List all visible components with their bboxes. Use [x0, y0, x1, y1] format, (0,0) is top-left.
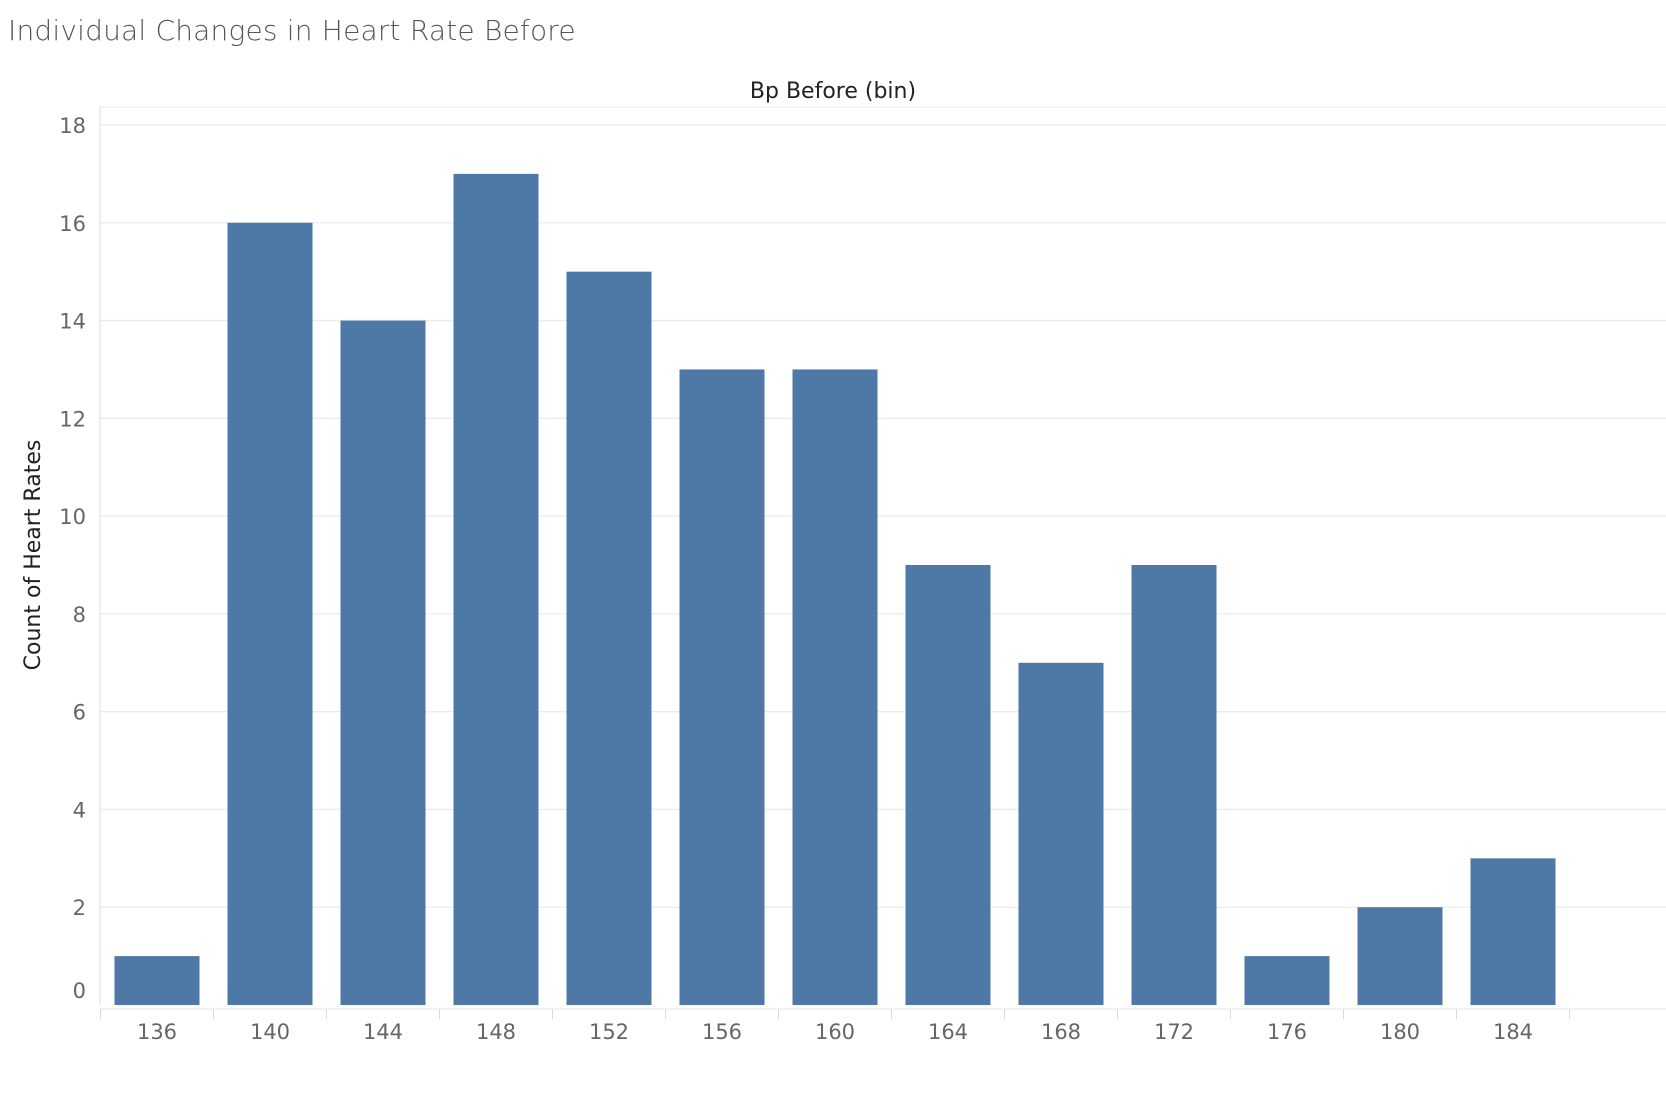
bars: [114, 173, 1556, 1006]
chart-title: Individual Changes in Heart Rate Before: [8, 14, 576, 47]
bar-148: [453, 173, 539, 1005]
y-tick-label: 18: [59, 114, 86, 138]
bar-160: [792, 369, 878, 1005]
y-tick-label: 10: [59, 505, 86, 529]
bar-136: [114, 956, 200, 1005]
bar-164: [905, 565, 991, 1005]
y-tick-label: 12: [59, 407, 86, 431]
x-tick-label: 152: [589, 1020, 629, 1044]
x-tick-label: 172: [1154, 1020, 1194, 1044]
bar-140: [227, 222, 313, 1005]
x-tick-label: 148: [476, 1020, 516, 1044]
y-tick-label: 6: [73, 701, 86, 725]
bar-176: [1244, 956, 1330, 1005]
bar-184: [1470, 858, 1556, 1005]
gridlines: [100, 106, 1666, 908]
bar-156: [679, 369, 765, 1005]
x-tick-label: 168: [1041, 1020, 1081, 1044]
bar-172: [1131, 565, 1217, 1005]
bar-144: [340, 320, 426, 1005]
axes: 0 2 4 6 8 10 12 14 16 18 136 140 144 148 152 156 160 164 1…: [59, 107, 1666, 1044]
x-tick-label: 164: [928, 1020, 968, 1044]
bar-168: [1018, 662, 1104, 1005]
y-tick-label: 16: [59, 212, 86, 236]
x-tick-label: 180: [1380, 1020, 1420, 1044]
x-tick-label: 160: [815, 1020, 855, 1044]
y-tick-label: 0: [73, 979, 86, 1003]
x-tick-label: 136: [137, 1020, 177, 1044]
x-tick-label: 176: [1267, 1020, 1307, 1044]
y-tick-label: 2: [73, 896, 86, 920]
bar-152: [566, 271, 652, 1006]
x-axis-title: Bp Before (bin): [750, 79, 916, 104]
x-tick-label: 156: [702, 1020, 742, 1044]
x-tick-label: 184: [1493, 1020, 1533, 1044]
x-tick-label: 144: [363, 1020, 403, 1044]
y-tick-label: 14: [59, 310, 86, 334]
y-tick-label: 4: [73, 798, 86, 822]
y-tick-label: 8: [73, 603, 86, 627]
x-tick-label: 140: [250, 1020, 290, 1044]
y-axis-title: Count of Heart Rates: [21, 440, 46, 671]
bar-180: [1357, 907, 1443, 1005]
